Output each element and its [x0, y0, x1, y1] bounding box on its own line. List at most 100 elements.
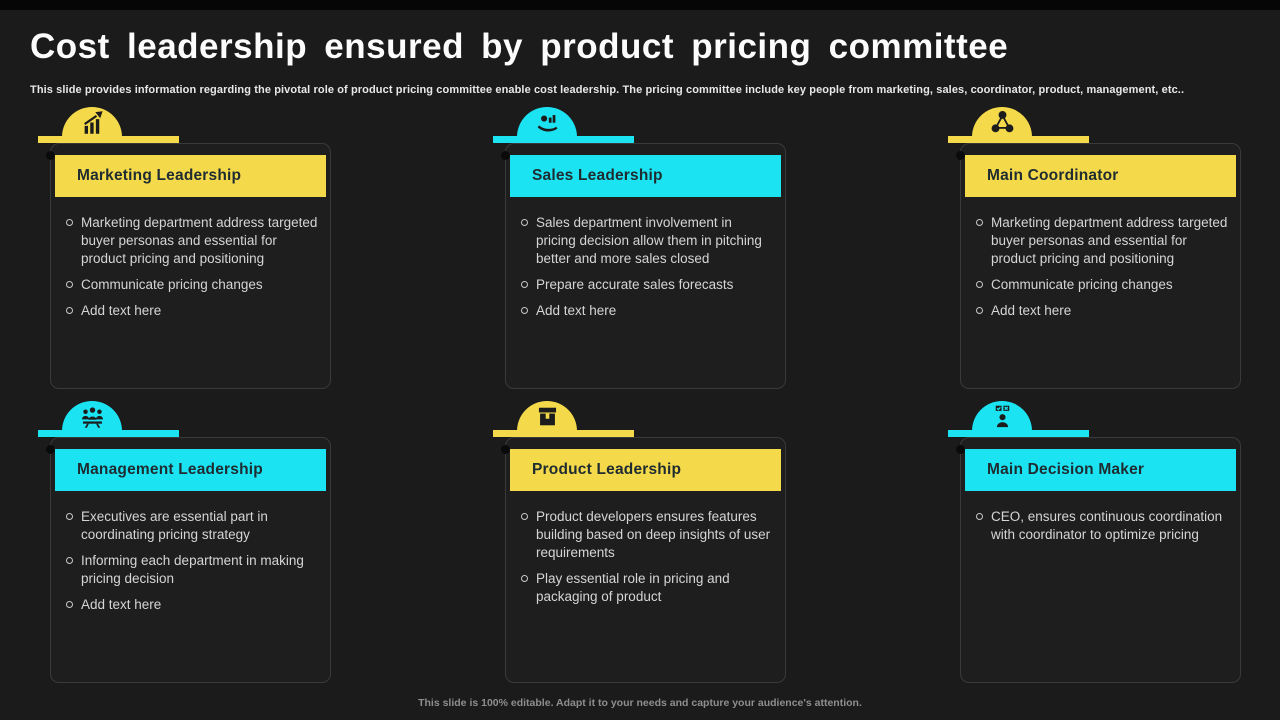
bullet-circle-icon — [976, 219, 983, 226]
card-title: Sales Leadership — [532, 167, 663, 184]
card-icon-badge — [62, 401, 122, 431]
footer-note: This slide is 100% editable. Adapt it to… — [418, 697, 862, 709]
card-title-band: Main Decision Maker — [965, 449, 1236, 491]
card-icon-badge — [517, 107, 577, 137]
bullet-circle-icon — [66, 556, 73, 564]
card-title-band: Sales Leadership — [510, 155, 781, 197]
committee-card: Marketing Leadership Marketing departmen… — [38, 107, 331, 389]
page-title: Cost leadership ensured by product prici… — [30, 27, 1009, 66]
bullet-circle-icon — [521, 280, 528, 288]
bullet-item: Add text here — [521, 302, 773, 320]
card-pin-dot — [956, 151, 965, 160]
bullet-item: Executives are essential part in coordin… — [66, 508, 318, 544]
bullet-text: Add text here — [991, 302, 1072, 318]
bullet-text: Informing each department in making pric… — [81, 552, 304, 586]
bullet-item: Marketing department address targeted bu… — [66, 214, 318, 268]
card-body: Main Decision Maker CEO, ensures continu… — [956, 437, 1241, 683]
card-accent-bar — [948, 430, 1089, 437]
card-title: Product Leadership — [532, 461, 682, 478]
committee-card: Main Decision Maker CEO, ensures continu… — [948, 401, 1241, 683]
card-body: Management Leadership Executives are ess… — [46, 437, 331, 683]
card-accent-bar — [38, 136, 179, 143]
bullet-circle-icon — [66, 280, 73, 288]
card-bullet-list: Marketing department address targeted bu… — [976, 214, 1228, 328]
bullet-circle-icon — [521, 513, 528, 520]
card-pin-dot — [501, 151, 510, 160]
card-title-band: Marketing Leadership — [55, 155, 326, 197]
bullet-circle-icon — [976, 306, 983, 314]
bullet-circle-icon — [521, 574, 528, 582]
bullet-text: Product developers ensures features buil… — [536, 509, 771, 560]
bullet-circle-icon — [66, 306, 73, 314]
marketing-growth-chart-icon — [79, 109, 106, 136]
bullet-text: Sales department involvement in pricing … — [536, 215, 762, 266]
bullet-item: Add text here — [66, 596, 318, 614]
card-icon-badge — [972, 401, 1032, 431]
card-title: Main Coordinator — [987, 167, 1119, 184]
bullet-circle-icon — [66, 219, 73, 226]
committee-card: Management Leadership Executives are ess… — [38, 401, 331, 683]
decision-person-icon — [989, 403, 1016, 430]
bullet-item: CEO, ensures continuous coordination wit… — [976, 508, 1228, 544]
card-bullet-list: Executives are essential part in coordin… — [66, 508, 318, 622]
bullet-text: Add text here — [81, 596, 162, 612]
committee-card: Main Coordinator Marketing department ad… — [948, 107, 1241, 389]
bullet-item: Product developers ensures features buil… — [521, 508, 773, 562]
card-body: Marketing Leadership Marketing departmen… — [46, 143, 331, 389]
card-bullet-list: Product developers ensures features buil… — [521, 508, 773, 614]
bullet-circle-icon — [521, 306, 528, 314]
bullet-text: Executives are essential part in coordin… — [81, 509, 268, 542]
card-accent-bar — [38, 430, 179, 437]
card-bullet-list: CEO, ensures continuous coordination wit… — [976, 508, 1228, 552]
bullet-item: Prepare accurate sales forecasts — [521, 276, 773, 294]
bullet-text: Communicate pricing changes — [991, 276, 1173, 292]
card-pin-dot — [46, 445, 55, 454]
network-nodes-icon — [989, 109, 1016, 136]
card-title-band: Main Coordinator — [965, 155, 1236, 197]
bullet-item: Play essential role in pricing and packa… — [521, 570, 773, 606]
page-subtitle: This slide provides information regardin… — [30, 84, 1185, 96]
bullet-item: Informing each department in making pric… — [66, 552, 318, 588]
card-accent-bar — [493, 430, 634, 437]
bullet-circle-icon — [521, 219, 528, 226]
bullet-text: Add text here — [536, 302, 617, 318]
bullet-text: Play essential role in pricing and packa… — [536, 570, 730, 604]
card-body: Product Leadership Product developers en… — [501, 437, 786, 683]
card-pin-dot — [956, 445, 965, 454]
card-accent-bar — [948, 136, 1089, 143]
slide-top-strip — [0, 0, 1280, 10]
bullet-text: Add text here — [81, 302, 162, 318]
card-icon-badge — [972, 107, 1032, 137]
bullet-text: Marketing department address targeted bu… — [991, 215, 1228, 266]
card-bullet-list: Marketing department address targeted bu… — [66, 214, 318, 328]
bullet-item: Sales department involvement in pricing … — [521, 214, 773, 268]
card-title: Management Leadership — [77, 461, 263, 478]
bullet-item: Marketing department address targeted bu… — [976, 214, 1228, 268]
bullet-circle-icon — [66, 600, 73, 608]
bullet-circle-icon — [66, 513, 73, 520]
committee-card: Product Leadership Product developers en… — [493, 401, 786, 683]
card-icon-badge — [62, 107, 122, 137]
card-title-band: Management Leadership — [55, 449, 326, 491]
bullet-text: Marketing department address targeted bu… — [81, 215, 318, 266]
card-title: Main Decision Maker — [987, 461, 1145, 478]
card-title: Marketing Leadership — [77, 167, 242, 184]
committee-card: Sales Leadership Sales department involv… — [493, 107, 786, 389]
card-body: Sales Leadership Sales department involv… — [501, 143, 786, 389]
bullet-circle-icon — [976, 513, 983, 520]
card-icon-badge — [517, 401, 577, 431]
card-title-band: Product Leadership — [510, 449, 781, 491]
bullet-item: Communicate pricing changes — [976, 276, 1228, 294]
card-bullet-list: Sales department involvement in pricing … — [521, 214, 773, 328]
team-meeting-icon — [79, 403, 106, 430]
card-pin-dot — [501, 445, 510, 454]
card-body: Main Coordinator Marketing department ad… — [956, 143, 1241, 389]
hand-holding-sales-icon — [534, 109, 561, 136]
bullet-text: Prepare accurate sales forecasts — [536, 276, 734, 292]
product-package-icon — [534, 403, 561, 430]
bullet-item: Add text here — [66, 302, 318, 320]
card-pin-dot — [46, 151, 55, 160]
bullet-text: Communicate pricing changes — [81, 276, 263, 292]
card-accent-bar — [493, 136, 634, 143]
